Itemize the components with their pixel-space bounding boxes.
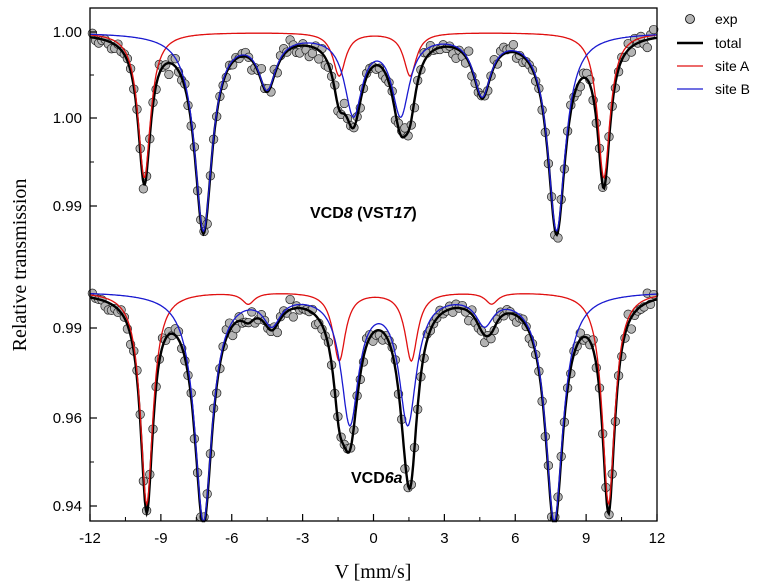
exp-point [642, 42, 652, 53]
spectrum-top [87, 24, 659, 243]
exp-point [649, 24, 659, 35]
y-tick-label: 1.00 [53, 110, 82, 127]
exp-point [138, 184, 149, 194]
site-b-fit-line [90, 33, 657, 233]
spectrum-bottom-label: VCD6a [351, 470, 403, 487]
spectrum-top-label: VCD8 (VST17) [310, 205, 417, 222]
exp-point [464, 46, 474, 56]
exp-point [288, 312, 298, 322]
x-tick-label: 6 [511, 530, 519, 547]
y-tick-label: 0.99 [53, 198, 82, 215]
x-tick-label: -3 [296, 530, 309, 547]
site-a-fit-line [89, 293, 658, 507]
x-axis-title: V [mm/s] [335, 561, 412, 583]
legend-site-a-label: site A [715, 58, 750, 74]
x-tick-label: -9 [154, 530, 167, 547]
site-a-fit-line [89, 32, 658, 180]
legend: exp total site A site B [677, 11, 750, 97]
x-tick-label: 9 [582, 530, 590, 547]
exp-point [508, 40, 519, 50]
exp-point [285, 294, 295, 305]
exp-point [623, 38, 633, 49]
x-tick-label: -6 [225, 530, 238, 547]
plot-frame [89, 7, 658, 522]
exp-point [164, 69, 174, 80]
legend-exp-marker [685, 14, 695, 24]
x-tick-label: 3 [440, 530, 448, 547]
x-tick-label: 0 [369, 530, 377, 547]
spectra-layer [87, 24, 659, 523]
exp-point [339, 98, 349, 109]
y-axis-title: Relative transmission [9, 179, 31, 352]
legend-exp-label: exp [715, 11, 738, 27]
legend-total-label: total [715, 35, 741, 51]
exp-point [272, 327, 282, 338]
site-b-fit-line [90, 292, 657, 522]
axis-ticks: -12 -9 -6 -3 0 3 6 9 12 1.00 1.00 0.99 0.99 0.96 0.94 [53, 24, 666, 547]
x-tick-label: 12 [649, 530, 666, 547]
y-tick-label: 0.99 [53, 320, 82, 337]
exp-point [247, 307, 257, 317]
y-tick-label: 1.00 [53, 24, 82, 41]
x-tick-label: -12 [79, 530, 101, 547]
spectrum-bottom [87, 288, 659, 523]
legend-site-b-label: site B [715, 81, 750, 97]
exp-point [314, 54, 324, 64]
y-tick-label: 0.96 [53, 410, 82, 427]
y-tick-label: 0.94 [53, 498, 82, 515]
